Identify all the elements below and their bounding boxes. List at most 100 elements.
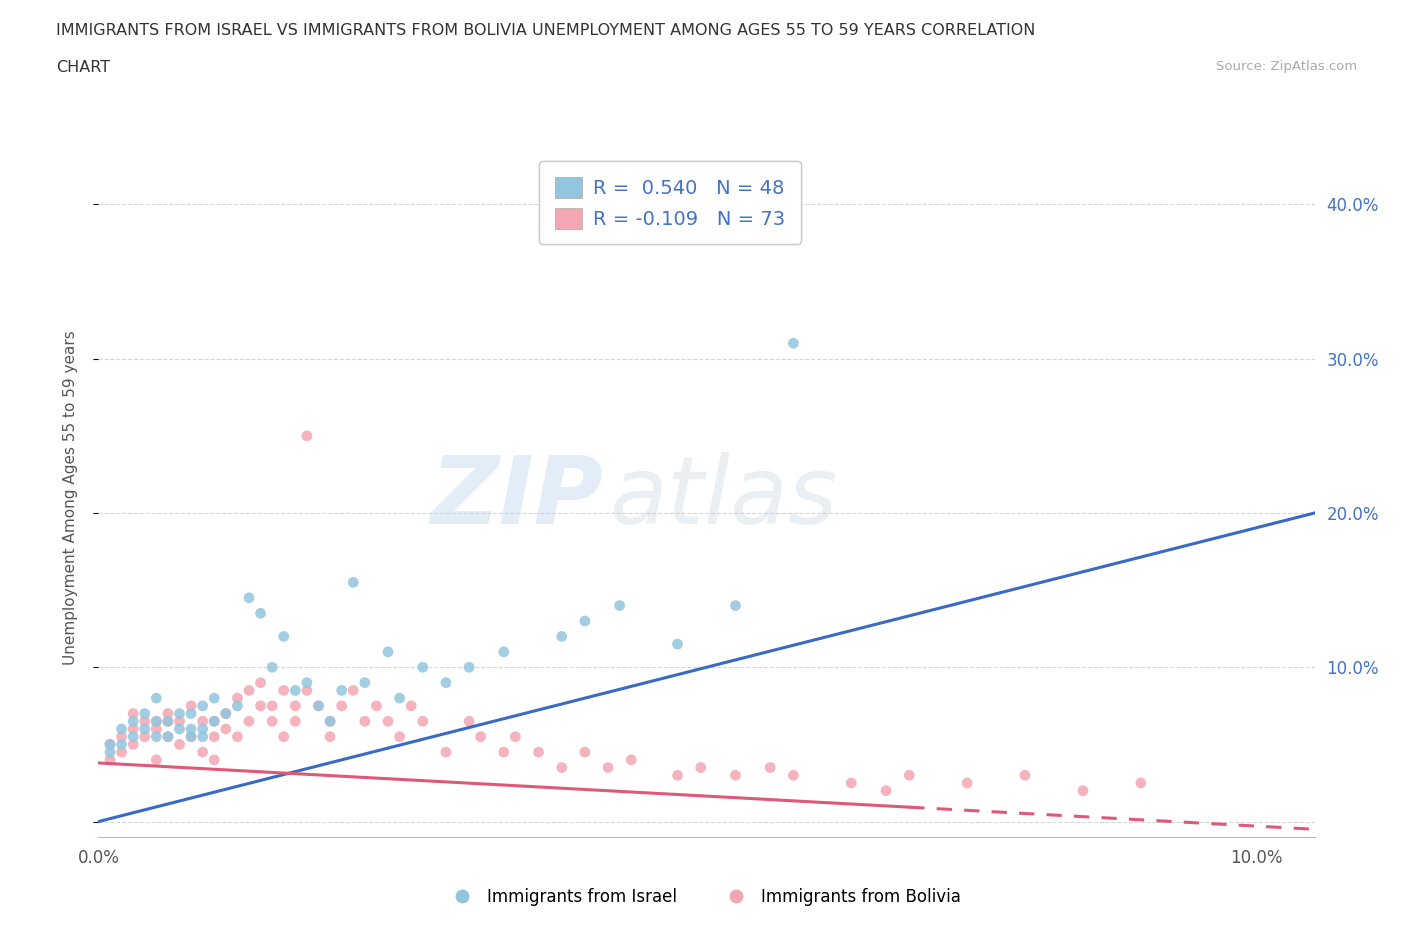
Point (202, 714, 225, 729)
Point (330, 683, 353, 698)
Point (262, 698, 284, 713)
Point (875, 783, 897, 798)
Point (308, 698, 330, 713)
Point (98, 737, 121, 751)
Point (330, 698, 353, 713)
Point (226, 691, 249, 706)
Point (342, 575, 364, 590)
Point (215, 722, 238, 737)
Point (169, 706, 191, 721)
Point (1071, 783, 1094, 798)
Point (180, 722, 202, 737)
Point (505, 729, 527, 744)
Point (666, 768, 689, 783)
Point (308, 698, 330, 713)
Text: IMMIGRANTS FROM ISRAEL VS IMMIGRANTS FROM BOLIVIA UNEMPLOYMENT AMONG AGES 55 TO : IMMIGRANTS FROM ISRAEL VS IMMIGRANTS FRO… (56, 23, 1036, 38)
Point (574, 614, 596, 629)
Point (156, 729, 179, 744)
Point (527, 745, 550, 760)
Point (226, 698, 249, 713)
Point (238, 683, 260, 698)
Point (145, 752, 167, 767)
Point (145, 714, 167, 729)
Point (156, 706, 179, 721)
Point (191, 729, 214, 744)
Point (388, 691, 411, 706)
Point (169, 737, 191, 751)
Point (273, 629, 295, 644)
Point (782, 336, 804, 351)
Point (353, 675, 375, 690)
Point (180, 729, 202, 744)
Point (169, 714, 191, 729)
Point (110, 729, 132, 744)
Point (249, 675, 271, 690)
Point (551, 760, 574, 775)
Point (759, 760, 782, 775)
Point (262, 714, 284, 729)
Point (122, 714, 145, 729)
Point (399, 698, 422, 713)
Point (98, 745, 121, 760)
Point (956, 776, 979, 790)
Point (191, 714, 214, 729)
Point (169, 722, 191, 737)
Point (458, 714, 481, 729)
Point (898, 768, 921, 783)
Text: CHART: CHART (56, 60, 110, 75)
Point (145, 729, 167, 744)
Point (724, 598, 747, 613)
Point (295, 675, 318, 690)
Point (342, 683, 364, 698)
Legend: Immigrants from Israel, Immigrants from Bolivia: Immigrants from Israel, Immigrants from … (439, 881, 967, 912)
Point (412, 660, 434, 675)
Point (319, 729, 342, 744)
Point (689, 760, 711, 775)
Point (145, 722, 167, 737)
Point (273, 729, 295, 744)
Point (98, 737, 121, 751)
Point (1014, 768, 1036, 783)
Point (122, 737, 145, 751)
Point (249, 698, 271, 713)
Point (156, 714, 179, 729)
Point (134, 714, 156, 729)
Text: Source: ZipAtlas.com: Source: ZipAtlas.com (1216, 60, 1357, 73)
Point (110, 737, 132, 751)
Point (110, 745, 132, 760)
Point (284, 683, 307, 698)
Point (122, 722, 145, 737)
Point (284, 698, 307, 713)
Legend: R =  0.540   N = 48, R = -0.109   N = 73: R = 0.540 N = 48, R = -0.109 N = 73 (538, 161, 801, 245)
Point (609, 598, 631, 613)
Point (492, 644, 515, 659)
Point (574, 745, 596, 760)
Point (122, 706, 145, 721)
Point (273, 683, 295, 698)
Point (156, 729, 179, 744)
Point (238, 714, 260, 729)
Point (134, 729, 156, 744)
Point (134, 722, 156, 737)
Point (226, 729, 249, 744)
Point (238, 591, 260, 605)
Point (110, 722, 132, 737)
Point (388, 729, 411, 744)
Point (366, 698, 388, 713)
Point (191, 698, 214, 713)
Point (839, 776, 862, 790)
Point (724, 768, 747, 783)
Point (412, 714, 434, 729)
Point (353, 714, 375, 729)
Point (145, 691, 167, 706)
Point (202, 691, 225, 706)
Text: ZIP: ZIP (430, 452, 603, 543)
Point (145, 714, 167, 729)
Point (215, 706, 238, 721)
Point (596, 760, 619, 775)
Point (202, 714, 225, 729)
Point (156, 714, 179, 729)
Point (434, 745, 457, 760)
Point (782, 768, 804, 783)
Point (620, 752, 643, 767)
